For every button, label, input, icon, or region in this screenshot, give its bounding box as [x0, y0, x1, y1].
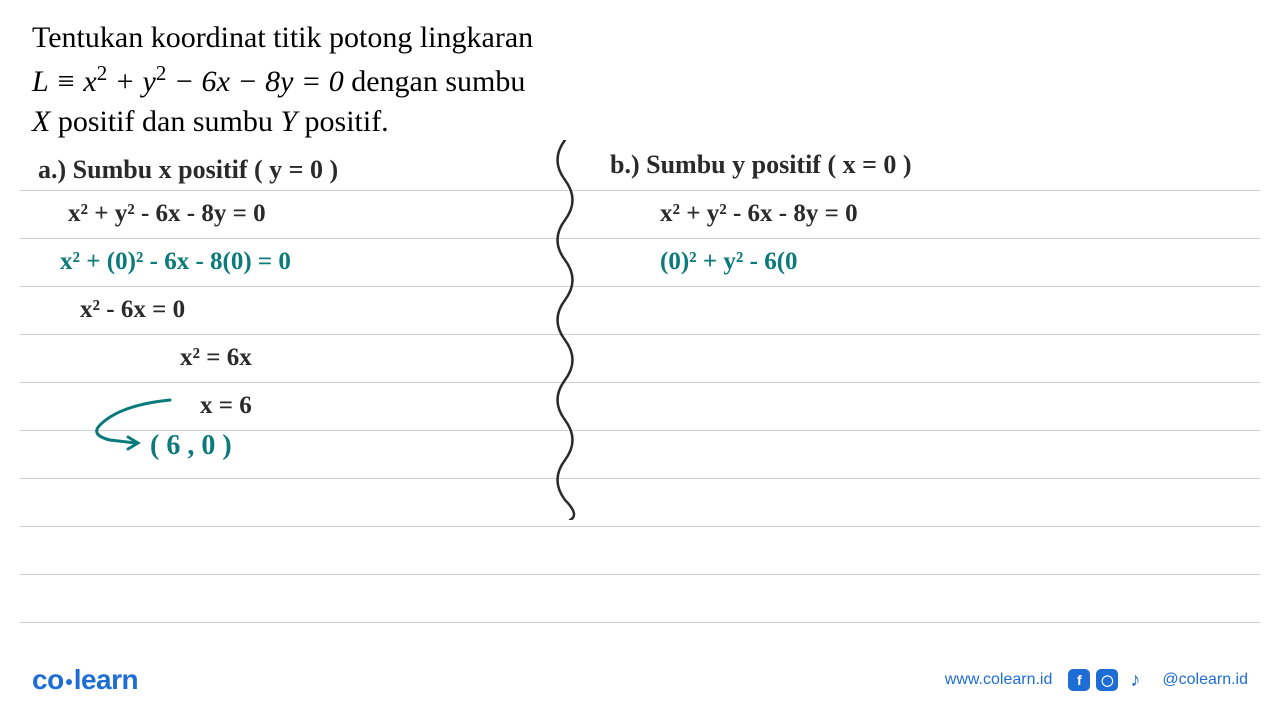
instagram-icon: ◯: [1096, 669, 1118, 691]
problem-line-2: L ≡ x2 + y2 − 6x − 8y = 0 dengan sumbu: [32, 59, 533, 103]
colearn-logo: colearn: [32, 664, 138, 696]
tiktok-icon: ♪: [1124, 669, 1146, 691]
part-a-header: a.) Sumbu x positif ( y = 0 ): [38, 155, 338, 185]
part-b-header: b.) Sumbu y positif ( x = 0 ): [610, 150, 912, 180]
part-a-eq5: x = 6: [200, 392, 252, 420]
part-a-eq2: x² + (0)² - 6x - 8(0) = 0: [60, 248, 291, 276]
footer: colearn www.colearn.id f ◯ ♪ @colearn.id: [0, 660, 1280, 700]
part-a-eq3: x² - 6x = 0: [80, 296, 185, 324]
part-b-eq2: (0)² + y² - 6(0: [660, 248, 798, 276]
problem-line-1: Tentukan koordinat titik potong lingkara…: [32, 18, 533, 59]
facebook-icon: f: [1068, 669, 1090, 691]
divider-squiggle: [540, 140, 590, 520]
footer-right: www.colearn.id f ◯ ♪ @colearn.id: [945, 669, 1248, 691]
problem-line-3: X positif dan sumbu Y positif.: [32, 102, 533, 143]
social-icons: f ◯ ♪: [1068, 669, 1146, 691]
website-url: www.colearn.id: [945, 671, 1053, 689]
part-a-eq4: x² = 6x: [180, 344, 252, 372]
social-handle: @colearn.id: [1162, 671, 1248, 689]
problem-statement: Tentukan koordinat titik potong lingkara…: [32, 18, 533, 143]
part-b-eq1: x² + y² - 6x - 8y = 0: [660, 200, 858, 228]
part-a-result: ( 6 , 0 ): [150, 430, 232, 462]
part-a-eq1: x² + y² - 6x - 8y = 0: [68, 200, 266, 228]
